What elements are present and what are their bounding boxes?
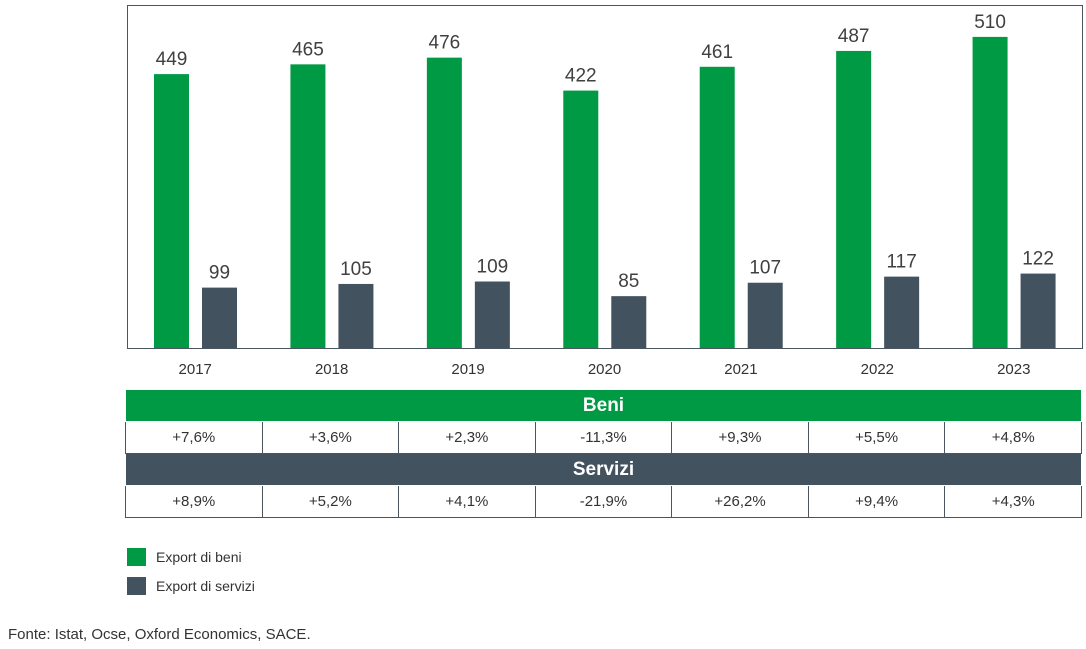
data-label-servizi-2019: 109 [477,257,509,278]
beni-growth-row: +7,6% +3,6% +2,3% -11,3% +9,3% +5,5% +4,… [125,421,1082,454]
beni-growth-cell: +3,6% [261,421,400,454]
data-label-servizi-2021: 107 [749,258,781,279]
servizi-growth-row: +8,9% +5,2% +4,1% -21,9% +26,2% +9,4% +4… [125,485,1082,518]
beni-growth-cell: +5,5% [807,421,946,454]
data-label-beni-2022: 487 [838,26,870,47]
x-tick-label-2022: 2022 [861,361,894,378]
beni-growth-cell: +2,3% [398,421,536,454]
bar-beni-2022 [836,50,872,349]
x-tick-label-2018: 2018 [315,361,348,378]
chart-legend: Export di beni Export di servizi [127,547,255,605]
bar-servizi-2019 [474,281,510,348]
legend-label-beni: Export di beni [156,548,242,565]
beni-growth-cell: +7,6% [125,421,263,454]
bar-beni-2017 [154,74,189,349]
x-tick-label-2020: 2020 [588,361,621,378]
bar-beni-2023 [972,36,1008,349]
bar-servizi-2018 [338,283,374,348]
servizi-growth-cell: +5,2% [261,485,400,518]
legend-item-beni: Export di beni [127,547,255,566]
x-tick-label-2021: 2021 [724,361,757,378]
servizi-growth-cell: +8,9% [125,485,263,518]
x-tick-label-2017: 2017 [179,361,212,378]
servizi-growth-cell: +9,4% [807,485,946,518]
beni-growth-cell: +9,3% [671,421,809,454]
data-label-servizi-2022: 117 [886,252,916,273]
bar-beni-2019 [426,57,462,348]
bar-servizi-2023 [1020,273,1056,348]
bar-beni-2021 [699,66,735,348]
bar-beni-2018 [290,64,326,348]
data-label-beni-2020: 422 [565,66,597,87]
beni-growth-cell: -11,3% [534,421,673,454]
servizi-growth-cell: +4,3% [944,485,1082,518]
bar-chart: 449 99 2017 465 105 2018 476 109 2019 422 85 2020 46… [127,5,1083,378]
bar-beni-2020 [563,90,599,348]
legend-swatch-beni [127,547,146,566]
growth-table: Beni +7,6% +3,6% +2,3% -11,3% +9,3% +5,5… [125,389,1082,518]
bar-servizi-2021 [747,282,783,348]
servizi-growth-cell: -21,9% [534,485,673,518]
data-label-beni-2018: 465 [292,39,324,60]
data-label-servizi-2020: 85 [618,271,639,292]
data-label-beni-2019: 476 [429,33,461,54]
legend-label-servizi: Export di servizi [156,577,255,594]
legend-swatch-servizi [127,576,146,595]
legend-item-servizi: Export di servizi [127,576,255,595]
bar-servizi-2017 [202,287,237,348]
data-label-beni-2023: 510 [974,12,1006,33]
bar-servizi-2022 [884,276,920,348]
servizi-header: Servizi [125,453,1082,486]
servizi-growth-cell: +4,1% [398,485,536,518]
servizi-header-row: Servizi [125,453,1082,486]
data-label-beni-2021: 461 [701,42,733,63]
data-label-servizi-2017: 99 [209,263,230,284]
source-note: Fonte: Istat, Ocse, Oxford Economics, SA… [8,626,311,643]
plot-area-frame [127,5,1083,349]
x-tick-label-2019: 2019 [451,361,484,378]
beni-growth-cell: +4,8% [944,421,1082,454]
data-label-servizi-2018: 105 [340,259,372,280]
beni-header: Beni [125,389,1082,422]
data-label-servizi-2023: 122 [1022,249,1054,270]
beni-header-row: Beni [125,389,1082,422]
data-label-beni-2017: 449 [156,49,188,70]
servizi-growth-cell: +26,2% [671,485,809,518]
bar-servizi-2020 [611,296,647,348]
x-tick-label-2023: 2023 [997,361,1030,378]
